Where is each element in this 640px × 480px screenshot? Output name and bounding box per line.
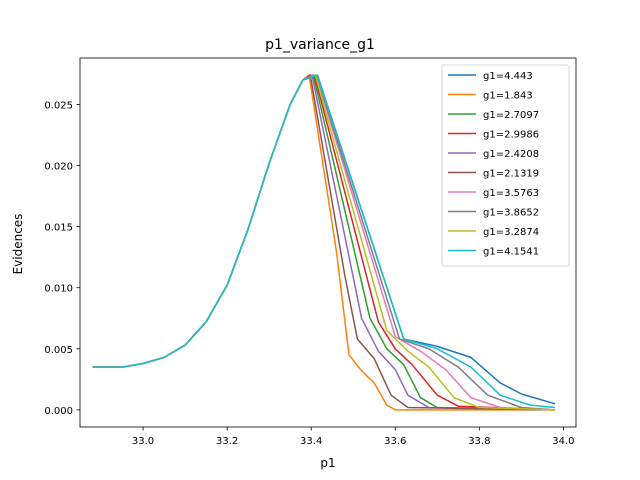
legend-label-3: g1=2.9986 xyxy=(483,130,539,141)
legend-label-7: g1=3.8652 xyxy=(483,208,539,219)
x-tick-label: 33.8 xyxy=(468,436,490,447)
plot-area xyxy=(92,74,556,411)
legend-label-5: g1=2.1319 xyxy=(483,169,539,180)
y-tick-label: 0.010 xyxy=(44,284,73,295)
legend-label-8: g1=3.2874 xyxy=(483,227,539,238)
y-tick-label: 0.015 xyxy=(44,223,73,234)
chart-title: p1_variance_g1 xyxy=(265,37,375,53)
legend-label-6: g1=3.5763 xyxy=(483,188,539,199)
axes-frame xyxy=(79,57,577,428)
legend-box xyxy=(441,64,570,267)
x-tick-label: 33.0 xyxy=(132,436,154,447)
legend-label-1: g1=1.843 xyxy=(483,91,533,102)
legend: g1=4.443 g1=1.843 g1=2.7097 g1=2.9986 g1=2.4… xyxy=(441,64,570,267)
series-line-9 xyxy=(92,74,556,409)
y-tick-label: 0.000 xyxy=(44,406,73,417)
x-axis-label: p1 xyxy=(320,456,335,470)
legend-label-4: g1=2.4208 xyxy=(483,149,539,160)
y-tick-label: 0.025 xyxy=(44,100,73,111)
legend-label-2: g1=2.7097 xyxy=(483,110,539,121)
legend-label-9: g1=4.1541 xyxy=(483,247,539,258)
x-tick-label: 33.4 xyxy=(300,436,322,447)
x-tick-label: 34.0 xyxy=(552,436,574,447)
y-axis-label: Evidences xyxy=(11,214,25,275)
axes: 33.0 33.2 33.4 33.6 33.8 34.0 0.000 0.005 0.010 0… xyxy=(44,57,577,447)
x-tick-label: 33.6 xyxy=(384,436,406,447)
x-tick-label: 33.2 xyxy=(216,436,238,447)
y-tick-label: 0.005 xyxy=(44,345,73,356)
y-tick-label: 0.020 xyxy=(44,162,73,173)
legend-label-0: g1=4.443 xyxy=(483,71,533,82)
